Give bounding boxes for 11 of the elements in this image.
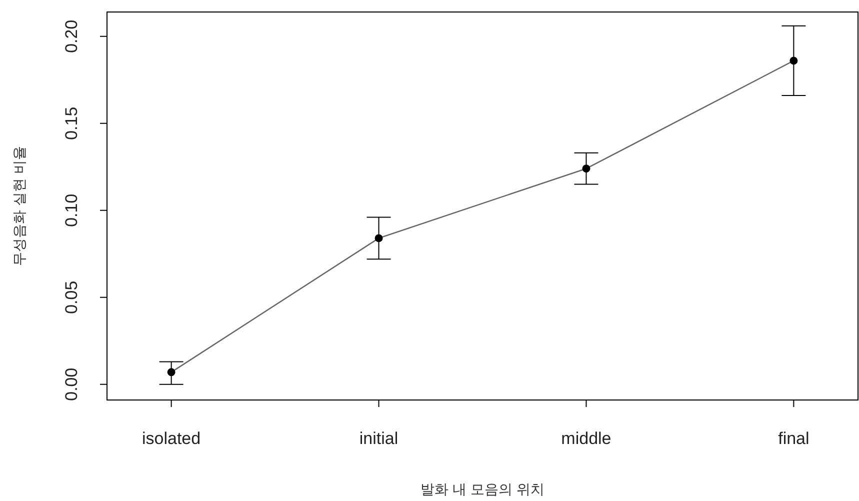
- x-tick-label: initial: [359, 429, 398, 448]
- x-tick-label: final: [778, 429, 810, 448]
- y-tick-label: 0.05: [62, 280, 81, 314]
- y-tick-label: 0.15: [62, 106, 81, 140]
- x-tick-label: middle: [561, 429, 612, 448]
- y-tick-label: 0.00: [62, 368, 81, 401]
- y-tick-label: 0.10: [62, 194, 81, 227]
- y-tick-label: 0.20: [62, 20, 81, 53]
- y-axis-title: 무성음화 실현 비율: [11, 146, 27, 266]
- x-tick-label: isolated: [142, 429, 201, 448]
- x-axis-title: 발화 내 모음의 위치: [420, 481, 544, 497]
